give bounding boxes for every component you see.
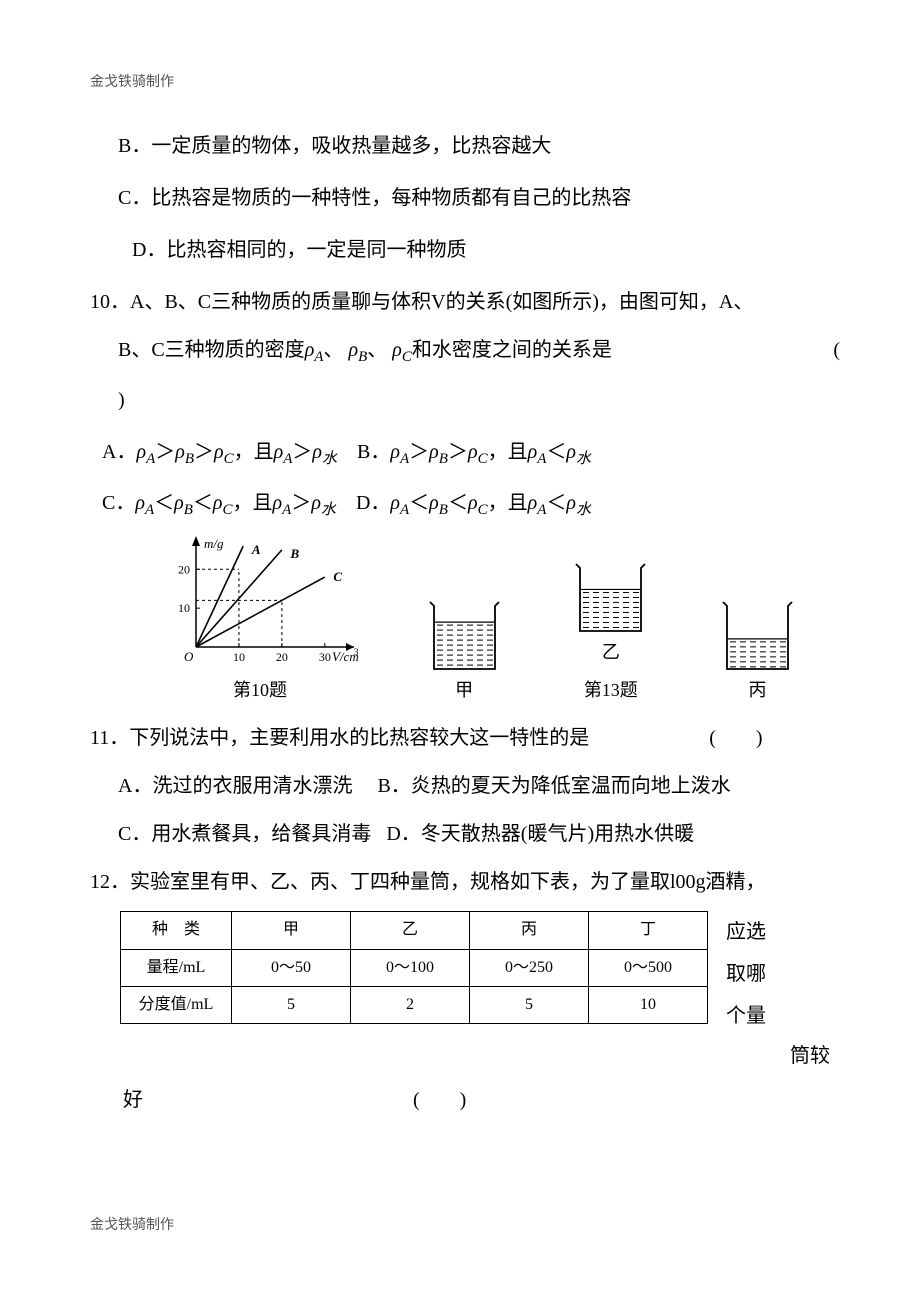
svg-text:A: A (251, 542, 261, 557)
optD-prefix: D． (356, 492, 390, 514)
page-footer: 金戈铁骑制作 (90, 1213, 174, 1240)
q12-td-0-1: 0～50 (232, 949, 351, 986)
beaker-1-col: 甲 (422, 596, 507, 707)
lt5: ＜ (448, 492, 468, 514)
q10-stem-pre: B、C三种物质的密度 (118, 339, 305, 361)
q12-td-0-3: 0～250 (470, 949, 589, 986)
q12-right-text: 应选 取哪 个量 (708, 911, 786, 1037)
q10-chart-col: 1020301020Om/gV/cm3ABC 第10题 (160, 534, 360, 707)
q9-option-c: C．比热容是物质的一种特性，每种物质都有自己的比热容 (90, 179, 840, 217)
lt6: ＜ (546, 492, 566, 514)
lt2: ＜ (154, 492, 174, 514)
optB-prefix: B． (357, 441, 390, 463)
q10-stem-line2: B、C三种物质的密度ρA、 ρB、 ρC和水密度之间的关系是 ( (90, 331, 840, 372)
q12-td-1-4: 10 (589, 987, 708, 1024)
svg-text:O: O (184, 649, 194, 664)
gt: ＞ (155, 441, 175, 463)
q10-chart-caption: 第10题 (160, 673, 360, 707)
svg-text:C: C (333, 569, 342, 584)
svg-text:30: 30 (319, 650, 331, 664)
svg-text:10: 10 (233, 650, 245, 664)
q10-chart: 1020301020Om/gV/cm3ABC (160, 534, 360, 669)
q12-td-1-1: 5 (232, 987, 351, 1024)
optA-prefix: A． (102, 441, 136, 463)
q11-row2: C．用水煮餐具，给餐具消毒 D．冬天散热器(暖气片)用热水供暖 (90, 815, 840, 853)
q12-th-4: 丁 (589, 912, 708, 949)
svg-text:m/g: m/g (204, 536, 224, 551)
q12-tail-line: 好 ( ) (90, 1081, 840, 1119)
q12-r2: 取哪 (726, 953, 786, 995)
q11-opt-b: B．炎热的夏天为降低室温而向地上泼水 (377, 775, 730, 797)
q11-stem-text: 11．下列说法中，主要利用水的比热容较大这一特性的是 (90, 727, 589, 749)
q12-paren: ( ) (413, 1089, 466, 1111)
and3: ，且 (233, 492, 273, 514)
gt4: ＞ (409, 441, 429, 463)
svg-text:20: 20 (276, 650, 288, 664)
q12-td-1-0: 分度值/mL (121, 987, 232, 1024)
sep1: 、 (323, 339, 343, 361)
q12-th-2: 乙 (351, 912, 470, 949)
q11-opt-d: D．冬天散热器(暖气片)用热水供暖 (386, 823, 694, 845)
q12-th-3: 丙 (470, 912, 589, 949)
page-header: 金戈铁骑制作 (90, 70, 840, 97)
gt6: ＞ (291, 492, 311, 514)
q12-th-0: 种 类 (121, 912, 232, 949)
q11-opt-c: C．用水煮餐具，给餐具消毒 (118, 823, 371, 845)
q12-td-1-2: 2 (351, 987, 470, 1024)
q12-r3: 个量 (726, 995, 786, 1037)
q12-td-0-0: 量程/mL (121, 949, 232, 986)
svg-text:B: B (289, 546, 299, 561)
q11-row1: A．洗过的衣服用清水漂洗 B．炎热的夏天为降低室温而向地上泼水 (90, 767, 840, 805)
q11-paren: ( ) (709, 727, 762, 749)
gt3: ＞ (292, 441, 312, 463)
q11-stem: 11．下列说法中，主要利用水的比热容较大这一特性的是 ( ) (90, 719, 840, 757)
q12-tail: 好 (123, 1089, 143, 1111)
q12-td-0-4: 0～500 (589, 949, 708, 986)
q9-option-d: D．比热容相同的，一定是同一种物质 (90, 231, 840, 269)
svg-text:3: 3 (354, 647, 359, 657)
beaker-2-label: 乙 (568, 635, 653, 669)
q10-stem-line1: 10．A、B、C三种物质的质量聊与体积V的关系(如图所示)，由图可知，A、 (90, 283, 840, 321)
q10-paren-open: ( (833, 331, 840, 369)
q12-r4: 筒较 (90, 1037, 840, 1075)
q12-r1: 应选 (726, 911, 786, 953)
beaker-2-col: 乙 第13题 (568, 558, 653, 707)
q10-opt-a: A．ρA＞ρB＞ρC，且ρA＞ρ水 (102, 441, 342, 463)
q10-opt-c: C．ρA＜ρB＜ρC，且ρA＞ρ水 (102, 492, 341, 514)
q12-table: 种 类甲乙丙丁量程/mL0～500～1000～2500～500分度值/mL525… (120, 911, 708, 1024)
and4: ，且 (488, 492, 528, 514)
beaker-1-label: 甲 (422, 673, 507, 707)
q10-opt-b: B．ρA＞ρB＞ρC，且ρA＜ρ水 (357, 441, 591, 463)
q10-options-row1: A．ρA＞ρB＞ρC，且ρA＞ρ水 B．ρA＞ρB＞ρC，且ρA＜ρ水 (90, 433, 840, 474)
page: 金戈铁骑制作 B．一定质量的物体，吸收热量越多，比热容越大 C．比热容是物质的一… (0, 0, 920, 1300)
and2: ，且 (488, 441, 528, 463)
figure-row: 1020301020Om/gV/cm3ABC 第10题 甲 乙 第13题 丙 (160, 534, 800, 707)
q12-td-0-2: 0～100 (351, 949, 470, 986)
q10-opt-d: D．ρA＜ρB＜ρC，且ρA＜ρ水 (356, 492, 591, 514)
beakers-group-caption: 第13题 (568, 673, 653, 707)
beaker-3-col: 丙 (715, 596, 800, 707)
and: ，且 (234, 441, 274, 463)
q9-option-b: B．一定质量的物体，吸收热量越多，比热容越大 (90, 127, 840, 165)
q10-paren-close-line: ) (90, 381, 840, 419)
q12-stem: 12．实验室里有甲、乙、丙、丁四种量筒，规格如下表，为了量取l00g酒精， (90, 863, 840, 901)
q10-options-row2: C．ρA＜ρB＜ρC，且ρA＞ρ水 D．ρA＜ρB＜ρC，且ρA＜ρ水 (90, 484, 840, 525)
gt2: ＞ (194, 441, 214, 463)
svg-text:10: 10 (178, 601, 190, 615)
q12-table-wrap: 种 类甲乙丙丁量程/mL0～500～1000～2500～500分度值/mL525… (90, 911, 840, 1037)
sep2: 、 (367, 339, 387, 361)
gt5: ＞ (448, 441, 468, 463)
q11-opt-a: A．洗过的衣服用清水漂洗 (118, 775, 352, 797)
lt3: ＜ (193, 492, 213, 514)
q10-stem-post: 和水密度之间的关系是 (412, 339, 612, 361)
beaker-3-label: 丙 (715, 673, 800, 707)
lt4: ＜ (409, 492, 429, 514)
svg-text:20: 20 (178, 562, 190, 576)
lt: ＜ (546, 441, 566, 463)
optC-prefix: C． (102, 492, 135, 514)
q12-td-1-3: 5 (470, 987, 589, 1024)
q12-th-1: 甲 (232, 912, 351, 949)
